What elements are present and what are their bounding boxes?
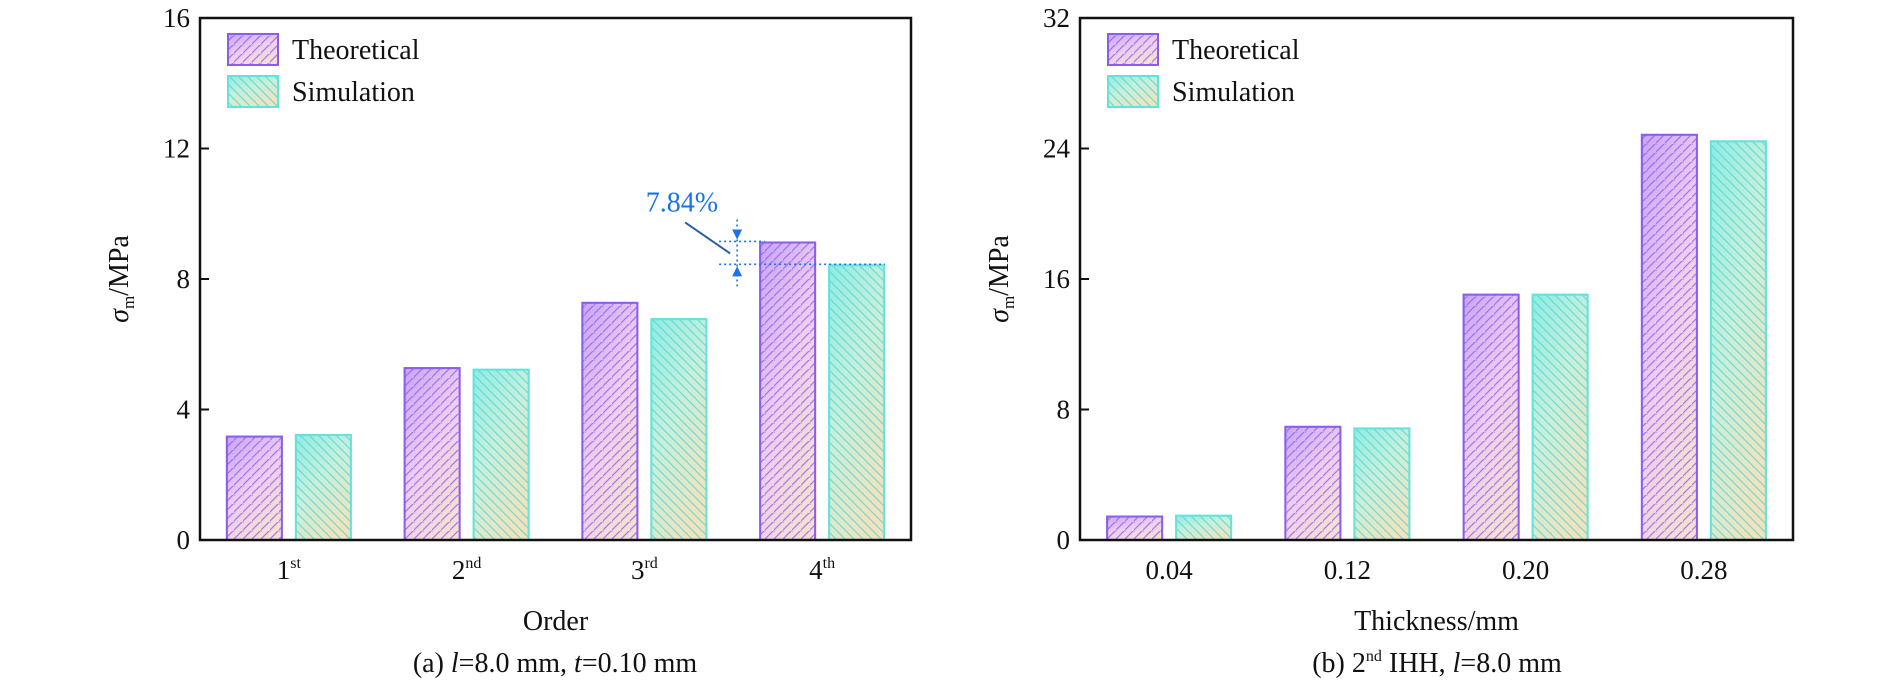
legend-label: Theoretical bbox=[1172, 35, 1300, 66]
x-tick-label: 0.12 bbox=[1324, 555, 1371, 585]
x-tick-label: 0.04 bbox=[1146, 555, 1194, 585]
bar-theoretical-0 bbox=[1106, 515, 1164, 541]
bar-hatch bbox=[1640, 133, 1698, 540]
arrow-up-icon bbox=[732, 266, 743, 277]
y-tick-label: 32 bbox=[1043, 3, 1070, 33]
x-tick-label: 4th bbox=[809, 555, 835, 585]
x-axis-label: Order bbox=[523, 606, 589, 637]
y-tick-label: 0 bbox=[177, 525, 191, 555]
legend: Theoretical Simulation bbox=[227, 33, 420, 108]
bar-simulation-3 bbox=[1709, 140, 1767, 541]
x-axis-label: Thickness/mm bbox=[1354, 606, 1519, 637]
x-tick-label: 2nd bbox=[452, 555, 482, 585]
bar-hatch bbox=[581, 301, 639, 540]
legend-item-simulation: Simulation bbox=[227, 75, 415, 108]
bar-hatch bbox=[650, 318, 708, 540]
figure-caption: (b) 2nd IHH, l=8.0 mm bbox=[1312, 648, 1562, 679]
chart-panel-b: 0 8 16 24 32 0.04 0.12 0.20 0.28 Thickness/mm σm/M… bbox=[984, 3, 1795, 679]
arrow-down-icon bbox=[732, 229, 743, 240]
bar-hatch bbox=[225, 435, 283, 540]
legend-swatch-hatch bbox=[1107, 33, 1159, 66]
bar-theoretical-3 bbox=[759, 241, 817, 541]
bar-theoretical-0 bbox=[225, 435, 283, 542]
bar-hatch bbox=[472, 368, 530, 540]
y-tick-label: 16 bbox=[1043, 264, 1070, 294]
x-tick-label: 0.20 bbox=[1502, 555, 1549, 585]
legend-swatch-outline bbox=[227, 33, 279, 66]
annotation-leader bbox=[684, 221, 731, 255]
bar-hatch bbox=[759, 241, 817, 540]
legend-swatch-outline bbox=[227, 75, 279, 108]
legend-label: Simulation bbox=[292, 77, 415, 108]
y-tick-label: 8 bbox=[1057, 395, 1071, 425]
bar-simulation-3 bbox=[828, 264, 886, 541]
bar-hatch bbox=[294, 433, 352, 540]
bar-hatch bbox=[1175, 514, 1233, 540]
x-tick-label: 3rd bbox=[631, 555, 658, 585]
bar-theoretical-2 bbox=[581, 301, 639, 541]
x-tick-label: 0.28 bbox=[1680, 555, 1727, 585]
chart-panel-a: 0 4 8 12 16 1st 2nd 3rd 4th Order σm/MPa (a) l=8.0 … bbox=[104, 3, 913, 679]
bar-theoretical-3 bbox=[1640, 133, 1698, 541]
y-tick-label: 12 bbox=[163, 134, 190, 164]
legend: Theoretical Simulation bbox=[1107, 33, 1300, 108]
y-axis-label: σm/MPa bbox=[984, 235, 1018, 323]
y-tick-label: 8 bbox=[177, 264, 191, 294]
bar-simulation-1 bbox=[472, 368, 530, 541]
bar-theoretical-2 bbox=[1462, 293, 1520, 541]
legend-swatch-hatch bbox=[227, 33, 279, 66]
bar-simulation-0 bbox=[294, 433, 352, 541]
y-tick-label: 16 bbox=[163, 3, 190, 33]
bar-hatch bbox=[1709, 140, 1767, 540]
bar-hatch bbox=[1462, 293, 1520, 540]
legend-label: Theoretical bbox=[292, 35, 420, 66]
bar-simulation-0 bbox=[1175, 514, 1233, 542]
bar-simulation-2 bbox=[1531, 293, 1589, 541]
bar-theoretical-1 bbox=[403, 367, 461, 541]
legend-item-theoretical: Theoretical bbox=[1107, 33, 1300, 66]
legend-swatch-outline bbox=[1107, 75, 1159, 108]
x-tick-label: 1st bbox=[277, 555, 302, 585]
bar-theoretical-1 bbox=[1284, 425, 1342, 541]
legend-swatch-outline bbox=[1107, 33, 1159, 66]
bar-simulation-2 bbox=[650, 318, 708, 541]
bar-hatch bbox=[828, 264, 886, 540]
bar-hatch bbox=[1284, 425, 1342, 540]
legend-label: Simulation bbox=[1172, 77, 1295, 108]
y-tick-label: 4 bbox=[177, 395, 191, 425]
bar-hatch bbox=[403, 367, 461, 540]
y-tick-label: 24 bbox=[1043, 134, 1071, 164]
legend-item-simulation: Simulation bbox=[1107, 75, 1295, 108]
legend-item-theoretical: Theoretical bbox=[227, 33, 420, 66]
annotation-label: 7.84% bbox=[646, 187, 718, 218]
y-tick-label: 0 bbox=[1057, 525, 1071, 555]
bar-simulation-1 bbox=[1353, 427, 1411, 542]
bar-hatch bbox=[1106, 515, 1164, 540]
bar-hatch bbox=[1353, 427, 1411, 540]
bar-hatch bbox=[1531, 293, 1589, 540]
legend-swatch-hatch bbox=[227, 75, 279, 108]
y-axis-label: σm/MPa bbox=[104, 235, 138, 323]
figure-caption: (a) l=8.0 mm, t=0.10 mm bbox=[413, 648, 698, 679]
difference-annotation: 7.84% bbox=[646, 187, 886, 287]
legend-swatch-hatch bbox=[1107, 75, 1159, 108]
